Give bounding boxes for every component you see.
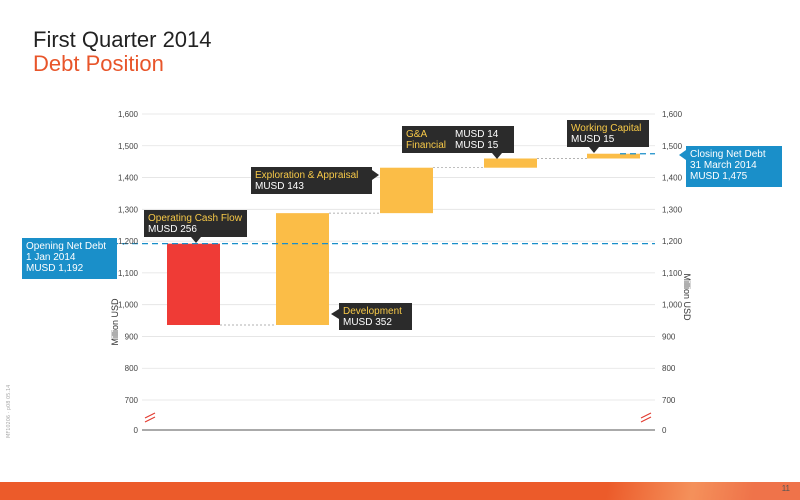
chart-axes: 0 0 700 700 800 800 900 900 1,000 1,000 1,100 1,100… <box>110 110 692 435</box>
y2-tick-label: 1,300 <box>662 205 683 214</box>
page-number: 11 <box>781 484 790 493</box>
chart-connectors <box>220 158 587 326</box>
y2-tick-label: 1,500 <box>662 142 683 151</box>
waterfall-bar <box>276 213 329 326</box>
callout-pointer <box>679 150 686 160</box>
label-box-bg <box>144 210 247 237</box>
step-label: Development <box>343 306 402 317</box>
y2-tick-label: 700 <box>662 396 676 405</box>
label-pointer <box>492 153 502 159</box>
label-pointer <box>331 309 339 319</box>
waterfall-bar <box>380 167 433 214</box>
label-box-bg <box>251 167 372 194</box>
step-label: Operating Cash Flow <box>148 213 243 224</box>
y2-tick-label: 0 <box>662 426 667 435</box>
axis-break-mark <box>640 412 652 419</box>
y-axis-title: Million USD <box>110 298 120 346</box>
callout-date: 1 Jan 2014 <box>26 252 76 263</box>
y2-tick-label: 1,100 <box>662 269 683 278</box>
y-tick-label: 1,300 <box>118 205 139 214</box>
y-tick-label: 1,400 <box>118 174 139 183</box>
axis-break-mark <box>144 412 156 419</box>
page-title: First Quarter 2014 <box>33 27 212 52</box>
chart-reference-lines <box>22 153 655 245</box>
y2-tick-label: 1,200 <box>662 237 683 246</box>
label-pointer <box>589 147 599 153</box>
label-pointer <box>191 237 201 243</box>
step-value: MUSD 14 <box>455 129 499 140</box>
footer-decoration <box>560 482 800 500</box>
axis-break-mark <box>144 416 156 423</box>
y2-tick-label: 900 <box>662 332 676 341</box>
callout-bg <box>686 146 782 187</box>
callout-value: MUSD 1,475 <box>690 171 748 182</box>
y-tick-label: 700 <box>125 396 139 405</box>
y2-tick-label: 800 <box>662 364 676 373</box>
y-tick-label: 1,000 <box>118 301 139 310</box>
step-value: MUSD 256 <box>148 224 197 235</box>
callout-value: MUSD 1,192 <box>26 263 84 274</box>
step-label: Financial <box>406 140 446 151</box>
step-label: Exploration & Appraisal <box>255 170 358 181</box>
y2-tick-label: 1,000 <box>662 301 683 310</box>
page-subtitle: Debt Position <box>33 51 164 76</box>
step-value: MUSD 15 <box>571 134 615 145</box>
callout-date: 31 March 2014 <box>690 160 757 171</box>
step-value: MUSD 143 <box>255 181 304 192</box>
waterfall-chart: 0 0 700 700 800 800 900 900 1,000 1,000 1,100 1,100… <box>22 110 782 435</box>
label-pointer <box>372 170 379 180</box>
y-tick-label: 800 <box>125 364 139 373</box>
callout-title: Opening Net Debt <box>26 241 106 252</box>
y-tick-label: 1,500 <box>118 142 139 151</box>
axis-break-mark <box>640 416 652 423</box>
footer-bar <box>0 482 800 500</box>
step-label: G&A <box>406 129 427 140</box>
callout-bg <box>22 238 117 279</box>
waterfall-bar <box>484 158 537 168</box>
y-tick-label: 1,100 <box>118 269 139 278</box>
step-value: MUSD 15 <box>455 140 499 151</box>
y-tick-label: 0 <box>134 426 139 435</box>
step-value: MUSD 352 <box>343 317 392 328</box>
side-note: MF10206 · p08 05.14 <box>6 384 12 438</box>
y-tick-label: 900 <box>125 332 139 341</box>
label-box-bg <box>402 126 514 153</box>
step-label: Working Capital <box>571 123 641 134</box>
label-box-bg <box>339 303 412 330</box>
label-box-bg <box>567 120 649 147</box>
y-tick-label: 1,600 <box>118 110 139 119</box>
y2-tick-label: 1,600 <box>662 110 683 119</box>
waterfall-bar <box>587 153 640 159</box>
chart-bars <box>167 153 640 326</box>
y2-axis-title: Million USD <box>682 273 692 321</box>
waterfall-bar <box>167 243 220 326</box>
y-tick-label: 1,200 <box>118 237 139 246</box>
callout-title: Closing Net Debt <box>690 149 766 160</box>
y2-tick-label: 1,400 <box>662 174 683 183</box>
